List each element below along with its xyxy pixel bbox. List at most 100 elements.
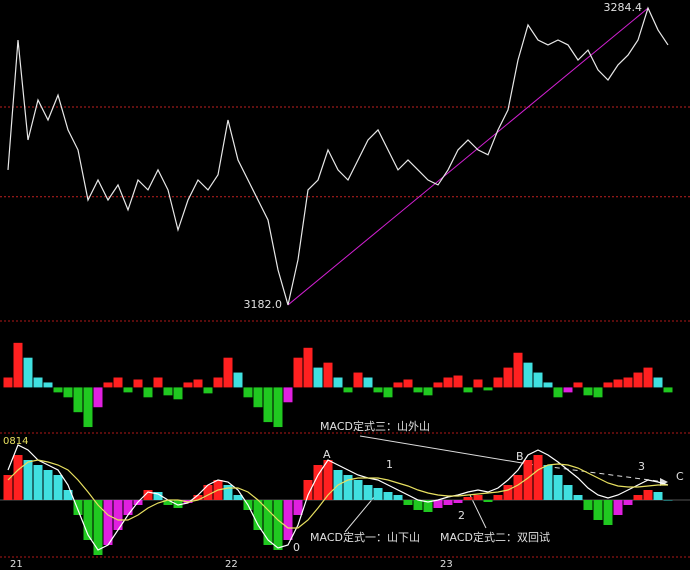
histogram-bar bbox=[273, 500, 283, 550]
annotation: 0 bbox=[293, 541, 300, 554]
histogram-bar bbox=[143, 387, 153, 398]
histogram-bar bbox=[453, 500, 463, 503]
histogram-bar bbox=[313, 367, 323, 388]
histogram-bar bbox=[533, 372, 543, 388]
histogram-bar bbox=[573, 382, 583, 388]
histogram-bar bbox=[413, 387, 423, 393]
histogram-bar bbox=[83, 387, 93, 428]
histogram-bar bbox=[253, 387, 263, 408]
histogram-bar bbox=[323, 362, 333, 388]
annotation: C bbox=[676, 470, 684, 483]
histogram-bar bbox=[363, 377, 373, 388]
histogram-bar bbox=[143, 490, 153, 500]
histogram-bar bbox=[583, 500, 593, 510]
histogram-bar bbox=[233, 495, 243, 500]
histogram-bar bbox=[23, 460, 33, 500]
annotation: A bbox=[323, 448, 331, 461]
histogram-bar bbox=[183, 382, 193, 388]
histogram-bar bbox=[643, 490, 653, 500]
x-tick-label: 23 bbox=[440, 559, 453, 570]
histogram-bar bbox=[483, 387, 493, 391]
histogram-bar bbox=[373, 387, 383, 393]
histogram-bar bbox=[593, 500, 603, 520]
histogram-bar bbox=[433, 500, 443, 508]
histogram-bar bbox=[283, 500, 293, 540]
histogram-bar bbox=[513, 475, 523, 500]
histogram-bar bbox=[383, 387, 393, 398]
dea-line bbox=[7, 459, 668, 529]
histogram-bar bbox=[193, 495, 203, 500]
histogram-bar bbox=[553, 387, 563, 398]
histogram-bar bbox=[493, 495, 503, 500]
annotation: 3 bbox=[638, 460, 645, 473]
histogram-bar bbox=[333, 377, 343, 388]
histogram-bar bbox=[583, 387, 593, 396]
histogram-bar bbox=[343, 387, 353, 393]
histogram-bar bbox=[323, 460, 333, 500]
histogram-bar bbox=[253, 500, 263, 530]
histogram-bar bbox=[613, 379, 623, 388]
histogram-bar bbox=[293, 500, 303, 515]
histogram-bar bbox=[93, 387, 103, 408]
histogram-bar bbox=[373, 488, 383, 500]
histogram-bar bbox=[443, 500, 453, 505]
histogram-bar bbox=[633, 372, 643, 388]
histogram-bar bbox=[523, 362, 533, 388]
histogram-bar bbox=[43, 470, 53, 500]
histogram-bar bbox=[173, 387, 183, 400]
histogram-bar bbox=[523, 460, 533, 500]
histogram-bar bbox=[343, 475, 353, 500]
histogram-bar bbox=[453, 375, 463, 388]
histogram-bar bbox=[403, 379, 413, 388]
histogram-bar bbox=[363, 485, 373, 500]
histogram-bar bbox=[443, 377, 453, 388]
histogram-bar bbox=[93, 500, 103, 555]
histogram-bar bbox=[123, 387, 133, 393]
histogram-bar bbox=[543, 382, 553, 388]
histogram-bar bbox=[463, 387, 473, 393]
histogram-bar bbox=[313, 465, 323, 500]
histogram-bar bbox=[643, 367, 653, 388]
histogram-bar bbox=[423, 500, 433, 512]
histogram-bar bbox=[473, 495, 483, 500]
histogram-bar bbox=[273, 387, 283, 428]
histogram-bar bbox=[113, 500, 123, 530]
histogram-bar bbox=[483, 500, 493, 502]
histogram-bar bbox=[163, 500, 173, 505]
histogram-bar bbox=[173, 500, 183, 508]
histogram-bar bbox=[663, 500, 673, 501]
arrow bbox=[359, 435, 529, 465]
histogram-bar bbox=[103, 500, 113, 545]
annotation: MACD定式一：山下山 bbox=[310, 530, 420, 544]
histogram-bar bbox=[213, 377, 223, 388]
histogram-bar bbox=[203, 387, 213, 394]
histogram-bar bbox=[53, 387, 63, 393]
histogram-bar bbox=[293, 357, 303, 388]
histogram-bar bbox=[623, 500, 633, 505]
histogram-bar bbox=[193, 379, 203, 388]
histogram-bar bbox=[303, 480, 313, 500]
histogram-bar bbox=[383, 492, 393, 500]
annotation: 1 bbox=[386, 458, 393, 471]
annotation: 2 bbox=[458, 509, 465, 522]
histogram-bar bbox=[3, 377, 13, 388]
histogram-bar bbox=[243, 387, 253, 398]
histogram-bar bbox=[53, 475, 63, 500]
trend-line bbox=[287, 7, 649, 306]
histogram-bar bbox=[513, 352, 523, 388]
histogram-bar bbox=[33, 377, 43, 388]
histogram-bar bbox=[623, 377, 633, 388]
histogram-bar bbox=[563, 387, 573, 393]
price-line bbox=[7, 6, 669, 306]
indicator-label: 0814 bbox=[3, 436, 28, 447]
histogram-bar bbox=[503, 485, 513, 500]
histogram-bar bbox=[603, 382, 613, 388]
dif-line bbox=[7, 444, 669, 551]
histogram-bar bbox=[283, 387, 293, 403]
histogram-bar bbox=[73, 500, 83, 515]
histogram-bar bbox=[263, 387, 273, 423]
histogram-bar bbox=[553, 475, 563, 500]
histogram-bar bbox=[393, 495, 403, 500]
histogram-bar bbox=[23, 357, 33, 388]
histogram-bar bbox=[43, 382, 53, 388]
